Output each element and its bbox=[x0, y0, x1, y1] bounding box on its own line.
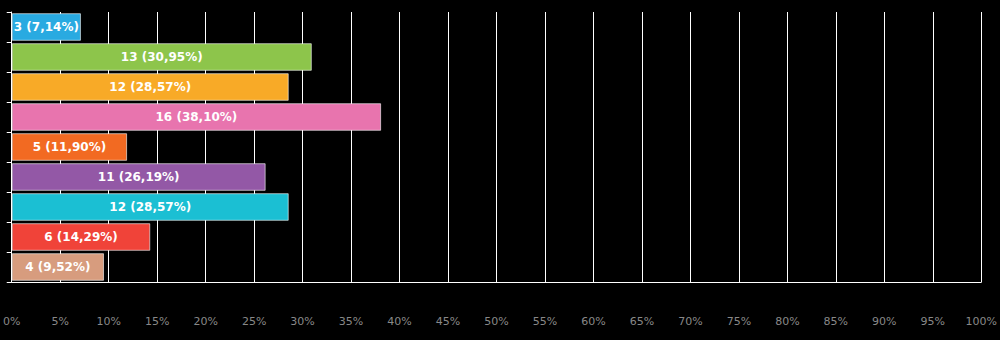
svg-text:15%: 15% bbox=[145, 315, 169, 328]
svg-text:6 (14,29%): 6 (14,29%) bbox=[44, 230, 117, 244]
svg-text:30%: 30% bbox=[290, 315, 314, 328]
svg-text:100%: 100% bbox=[966, 315, 997, 328]
svg-text:11 (26,19%): 11 (26,19%) bbox=[98, 170, 180, 184]
svg-text:13 (30,95%): 13 (30,95%) bbox=[121, 50, 203, 64]
svg-text:20%: 20% bbox=[193, 315, 217, 328]
svg-text:16 (38,10%): 16 (38,10%) bbox=[156, 110, 238, 124]
svg-text:45%: 45% bbox=[436, 315, 460, 328]
svg-text:35%: 35% bbox=[339, 315, 363, 328]
svg-text:65%: 65% bbox=[630, 315, 654, 328]
svg-text:70%: 70% bbox=[678, 315, 702, 328]
svg-text:10%: 10% bbox=[96, 315, 120, 328]
svg-text:95%: 95% bbox=[921, 315, 945, 328]
svg-text:85%: 85% bbox=[824, 315, 848, 328]
svg-text:80%: 80% bbox=[775, 315, 799, 328]
svg-text:5%: 5% bbox=[51, 315, 68, 328]
svg-text:12 (28,57%): 12 (28,57%) bbox=[109, 200, 191, 214]
svg-text:40%: 40% bbox=[387, 315, 411, 328]
svg-text:3 (7,14%): 3 (7,14%) bbox=[14, 20, 79, 34]
svg-text:25%: 25% bbox=[242, 315, 266, 328]
svg-text:60%: 60% bbox=[581, 315, 605, 328]
svg-text:55%: 55% bbox=[533, 315, 557, 328]
svg-text:75%: 75% bbox=[727, 315, 751, 328]
svg-text:4 (9,52%): 4 (9,52%) bbox=[25, 260, 90, 274]
svg-text:5 (11,90%): 5 (11,90%) bbox=[33, 140, 106, 154]
svg-text:0%: 0% bbox=[3, 315, 20, 328]
svg-text:50%: 50% bbox=[484, 315, 508, 328]
svg-text:90%: 90% bbox=[872, 315, 896, 328]
svg-text:12 (28,57%): 12 (28,57%) bbox=[109, 80, 191, 94]
